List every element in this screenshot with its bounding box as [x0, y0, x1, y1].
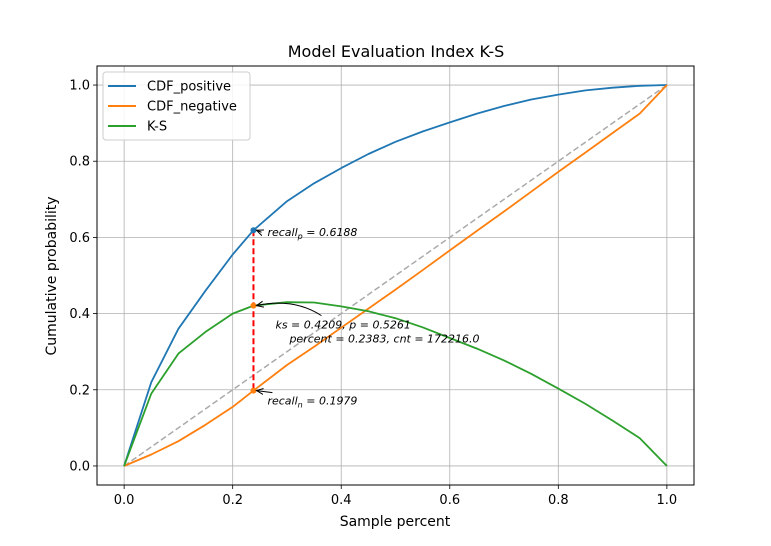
ks-label-line2: percent = 0.2383, cnt = 172216.0	[288, 333, 479, 346]
legend-label: K-S	[147, 120, 167, 135]
x-tick-label: 0.4	[331, 493, 352, 508]
recall-p-arrow	[256, 230, 261, 232]
recall-p-point	[250, 227, 257, 234]
chart-title: Model Evaluation Index K-S	[288, 42, 505, 61]
recall-p-label: recallp = 0.6188	[267, 226, 357, 241]
x-tick-label: 0.2	[222, 493, 243, 508]
x-axis-label: Sample percent	[340, 514, 451, 530]
x-tick-label: 1.0	[657, 493, 678, 508]
legend-label: CDF_negative	[147, 100, 237, 115]
x-tick-label: 0.0	[114, 493, 135, 508]
series-line-k-s	[123, 301, 668, 467]
y-tick-label: 1.0	[69, 79, 90, 94]
series-line-cdf-positive	[123, 84, 667, 467]
recall-n-arrow	[256, 391, 273, 393]
recall-n-point	[250, 387, 257, 394]
diagonal-line	[123, 84, 668, 467]
axis-ticks: 0.0 0.2 0.4 0.6 0.8 1.0 0.0 0.2 0.4 0.6 0.8 1.0	[69, 79, 677, 508]
series-line-cdf-negative	[123, 84, 668, 467]
ks-point	[250, 302, 257, 309]
legend-box	[102, 71, 251, 141]
plot-frame	[96, 65, 695, 486]
y-tick-label: 0.6	[69, 231, 90, 246]
series-lines	[123, 84, 668, 467]
diagonal-reference-line	[123, 84, 668, 467]
x-tick-label: 0.8	[548, 493, 569, 508]
y-axis-label: Cumulative probability	[44, 196, 60, 355]
y-tick-label: 0.4	[69, 307, 90, 322]
annotations: recallp = 0.6188 recalln = 0.1979 ks = 0.4…	[256, 226, 480, 410]
ks-arrow	[256, 303, 322, 317]
x-tick-label: 0.6	[439, 493, 460, 508]
legend: CDF_positive CDF_negative K-S	[102, 71, 251, 141]
ks-label-line1: ks = 0.4209, p = 0.5261	[275, 319, 410, 332]
recall-n-label: recalln = 0.1979	[267, 395, 357, 410]
y-tick-label: 0.0	[69, 459, 90, 474]
ks-marker-layer	[250, 227, 257, 394]
y-tick-label: 0.2	[69, 383, 90, 398]
legend-label: CDF_positive	[147, 80, 231, 95]
y-tick-label: 0.8	[69, 155, 90, 170]
